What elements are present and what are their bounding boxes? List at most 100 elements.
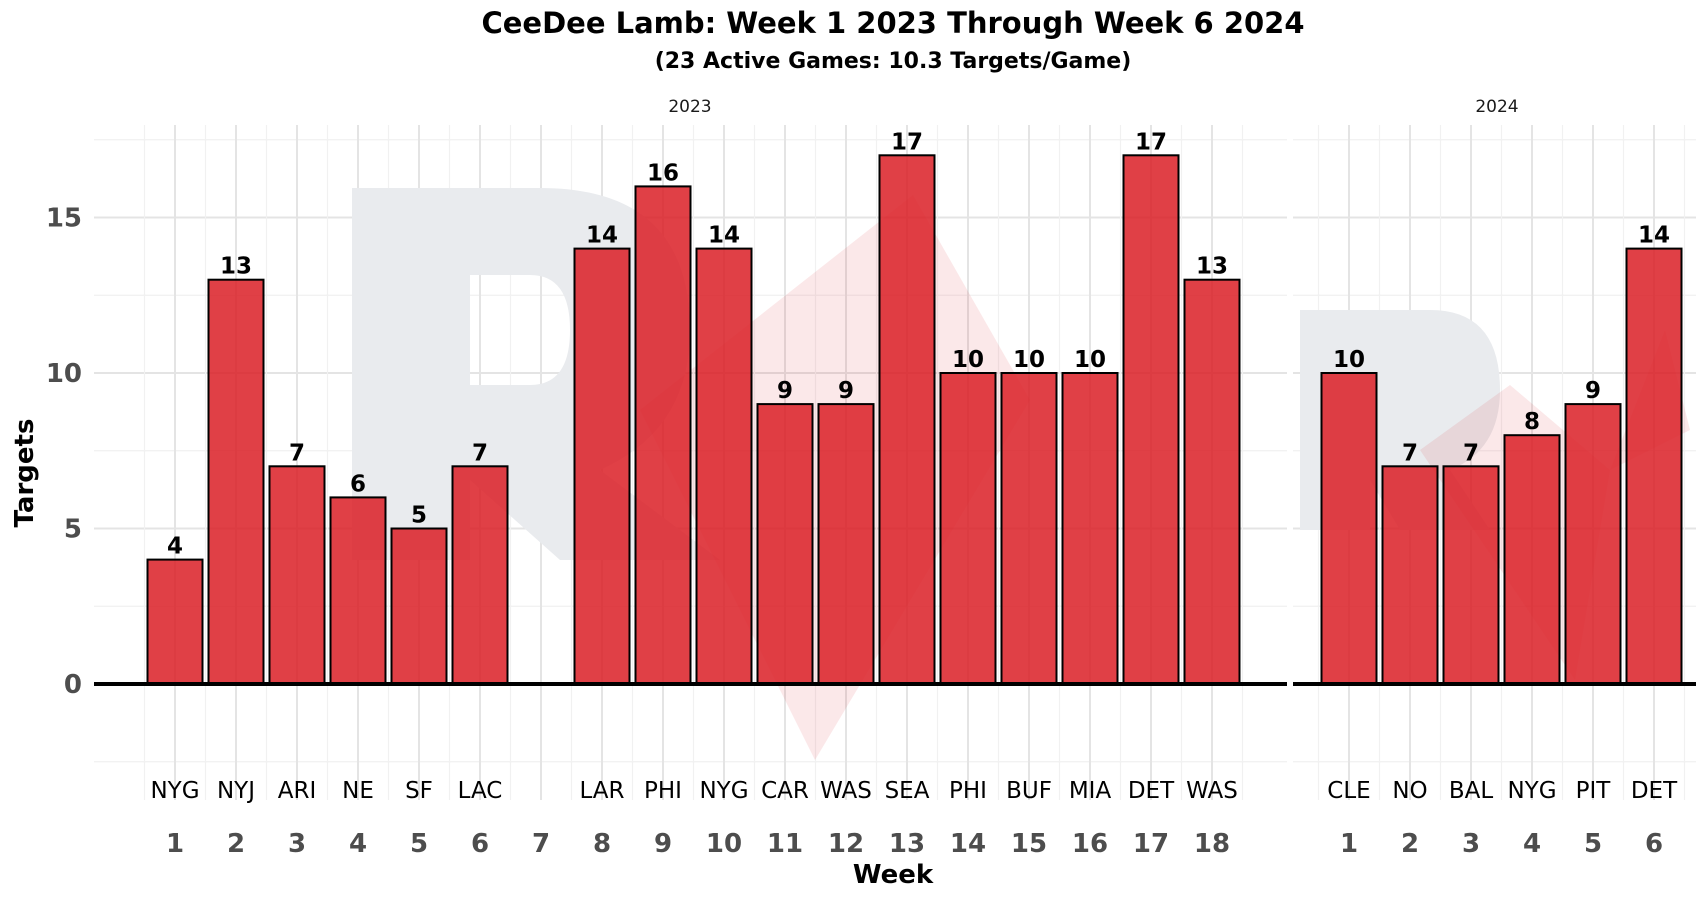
data-label: 10 [952,347,984,373]
bar-week-11 [756,403,814,685]
data-label: 10 [1074,347,1106,373]
data-label: 9 [777,378,793,404]
plot-area: 0510154NYG13NYJ7ARI6NE5SF7LAC14LAR16PHI1… [46,125,1696,859]
bar-week-4 [329,496,387,685]
x-tick-label: 5 [1584,829,1602,859]
data-label: 7 [472,440,488,466]
x-axis-label: Week [853,860,934,890]
data-label: 17 [891,129,923,155]
bar-week-6 [1625,247,1683,685]
bar-week-10 [695,247,753,685]
x-tick-label: 4 [1523,829,1541,859]
data-label: 7 [1463,440,1479,466]
facet-label-2024: 2024 [1475,97,1518,117]
x-tick-label: 18 [1194,829,1230,859]
x-tick-label: 4 [349,829,367,859]
panel-2023: 4NYG13NYJ7ARI6NE5SF7LAC14LAR16PHI14NYG9C… [94,125,1287,859]
y-tick-label: 0 [64,670,82,700]
bar-week-5 [1564,403,1622,685]
x-tick-label: 17 [1133,829,1169,859]
bar-week-5 [390,527,448,685]
x-tick-label: 8 [593,829,611,859]
bar-week-2 [1381,465,1439,685]
data-label: 17 [1135,129,1167,155]
bar-week-16 [1061,372,1119,685]
x-tick-label: 5 [410,829,428,859]
bar-week-1 [146,558,204,685]
data-label: 14 [1638,223,1670,249]
x-tick-label: 3 [1462,829,1480,859]
chart-title: CeeDee Lamb: Week 1 2023 Through Week 6 … [481,6,1304,40]
opponent-label: NYG [699,778,748,804]
x-tick-label: 6 [1645,829,1663,859]
data-label: 9 [838,378,854,404]
opponent-label: CAR [761,778,809,804]
opponent-label: DET [1128,778,1175,804]
data-label: 4 [167,534,183,560]
bar-week-1 [1320,372,1378,685]
x-tick-label: 1 [1340,829,1358,859]
y-tick-label: 15 [46,204,82,234]
data-label: 10 [1013,347,1045,373]
y-tick-label: 5 [64,515,82,545]
x-tick-label: 12 [828,829,864,859]
data-label: 10 [1333,347,1365,373]
y-axis-label: Targets [10,419,40,528]
x-tick-label: 7 [532,829,550,859]
data-label: 13 [1196,254,1228,280]
bar-week-12 [817,403,875,685]
bar-week-13 [878,154,936,686]
panel-2024: 10 CLE 7 NO 7 BAL 8 NYG 9 PIT 14 DET 1 2 3 4 5 6 [1293,125,1696,859]
opponent-label: WAS [820,778,872,804]
data-label: 8 [1524,409,1540,435]
facet-label-2023: 2023 [668,97,711,117]
x-tick-label: 14 [950,829,986,859]
opponent-label: LAR [579,778,624,804]
x-tick-label: 15 [1011,829,1047,859]
chart-subtitle: (23 Active Games: 10.3 Targets/Game) [655,49,1132,74]
opponent-label: NYG [1507,778,1556,804]
bar-week-6 [451,465,509,685]
opponent-label: SEA [885,778,930,804]
data-label: 7 [1402,440,1418,466]
x-tick-label: 9 [654,829,672,859]
opponent-label: MIA [1069,778,1112,804]
opponent-label: NE [342,778,374,804]
opponent-label: PHI [949,778,987,804]
bar-week-2 [207,278,265,685]
opponent-label: BUF [1006,778,1052,804]
opponent-label: NYG [150,778,199,804]
opponent-label: PIT [1576,778,1612,804]
data-label: 5 [411,503,427,529]
bar-week-4 [1503,434,1561,686]
x-tick-label: 2 [1401,829,1419,859]
bar-week-3 [268,465,326,685]
x-tick-label: 13 [889,829,925,859]
data-label: 6 [350,471,366,497]
x-tick-label: 10 [706,829,742,859]
opponent-label: NO [1392,778,1427,804]
data-label: 14 [708,223,740,249]
x-tick-label: 3 [288,829,306,859]
opponent-label: CLE [1327,778,1370,804]
opponent-label: ARI [278,778,317,804]
data-label: 9 [1585,378,1601,404]
x-tick-label: 11 [767,829,803,859]
data-label: 14 [586,223,618,249]
bar-week-3 [1442,465,1500,685]
opponent-label: BAL [1449,778,1494,804]
opponent-label: WAS [1186,778,1238,804]
data-label: 7 [289,440,305,466]
x-tick-label: 2 [227,829,245,859]
opponent-label: SF [405,778,433,804]
data-label: 16 [647,160,679,186]
x-tick-label: 6 [471,829,489,859]
opponent-label: PHI [644,778,682,804]
x-tick-label: 1 [166,829,184,859]
bar-week-15 [1000,372,1058,685]
opponent-label: DET [1631,778,1678,804]
opponent-label: LAC [458,778,503,804]
y-tick-label: 10 [46,359,82,389]
opponent-label: NYJ [217,778,255,804]
